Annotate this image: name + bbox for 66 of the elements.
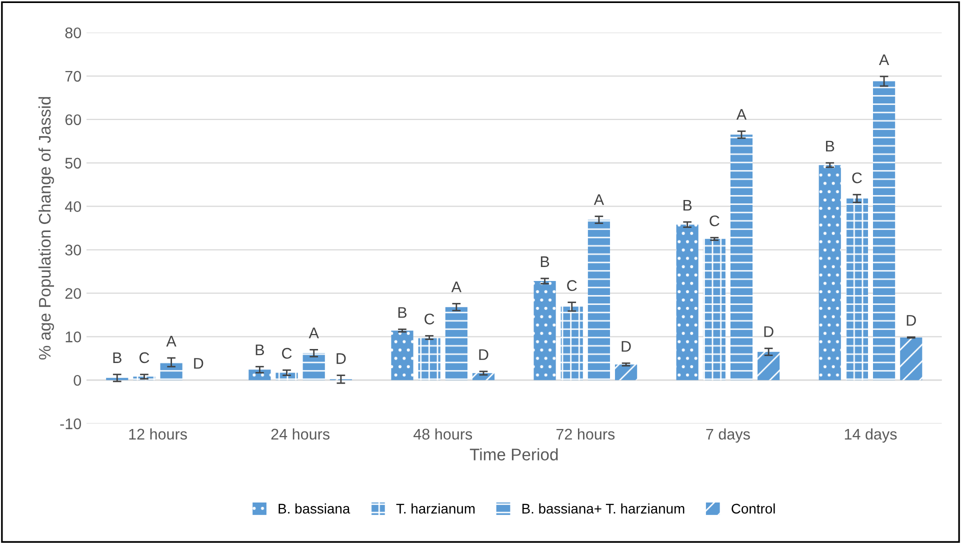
bar (588, 220, 610, 380)
bar (703, 238, 726, 380)
annotation: D (906, 315, 916, 326)
legend-label: B. bassiana+ T. harzianum (522, 503, 684, 514)
y-tick-label: 80 (65, 27, 82, 38)
annotation: A (166, 336, 176, 346)
annotation: C (852, 172, 862, 184)
bar (676, 224, 698, 380)
bar (758, 352, 780, 380)
y-tick-label: -10 (60, 418, 82, 430)
bar (445, 307, 468, 380)
bar (818, 165, 841, 380)
bar (418, 338, 440, 380)
x-tick-label: 24 hours (271, 428, 330, 440)
annotation: C (424, 314, 434, 324)
y-tick-label: 50 (65, 158, 82, 169)
bar (302, 353, 325, 380)
annotation: C (282, 348, 292, 359)
bar (160, 362, 182, 380)
x-tick-label: 12 hours (129, 428, 187, 440)
annotation: A (594, 194, 604, 205)
annotation: C (567, 280, 577, 291)
y-tick-label: 30 (65, 244, 82, 256)
bar (873, 81, 896, 380)
annotation: B (398, 307, 407, 318)
bar (900, 338, 922, 380)
y-tick-label: 70 (65, 70, 82, 82)
bar (846, 198, 868, 380)
bar (391, 330, 414, 380)
y-tick-label: 20 (65, 288, 82, 299)
annotation: B (256, 344, 264, 356)
annotation: D (764, 326, 774, 337)
annotation: A (451, 282, 462, 292)
y-tick-label: 60 (65, 114, 82, 126)
x-tick-label: 7 days (706, 428, 750, 443)
x-axis-title: Time Period (470, 448, 558, 460)
y-axis-title: % age Population Change of Jassid (38, 97, 54, 360)
annotation: D (479, 349, 488, 360)
y-tick-label: 10 (66, 332, 82, 342)
bar (560, 306, 583, 380)
annotation: D (622, 341, 631, 352)
annotation: B (113, 352, 122, 363)
y-tick-label: 0 (74, 374, 82, 386)
annotation: D (194, 358, 204, 369)
y-tick-label: 40 (64, 201, 82, 212)
annotation: A (878, 54, 890, 65)
bar (276, 372, 298, 380)
annotation: D (336, 353, 346, 364)
annotation: B (826, 140, 834, 152)
annotation: A (308, 328, 319, 338)
annotation: C (139, 352, 150, 364)
annotation: C (710, 215, 720, 226)
annotation: B (683, 200, 692, 210)
legend-label: B. bassiana (278, 503, 350, 514)
x-tick-label: 72 hours (556, 428, 615, 440)
legend-label: T. harzianum (396, 503, 475, 514)
bar (472, 373, 495, 380)
bar (614, 364, 638, 380)
x-tick-label: 14 days (844, 428, 897, 443)
annotation: A (736, 109, 747, 120)
legend-label: Control (732, 503, 775, 514)
x-tick-label: 48 hours (413, 428, 472, 440)
bar (534, 281, 556, 380)
bar (730, 134, 753, 380)
bar (248, 370, 271, 380)
annotation: B (540, 256, 550, 267)
